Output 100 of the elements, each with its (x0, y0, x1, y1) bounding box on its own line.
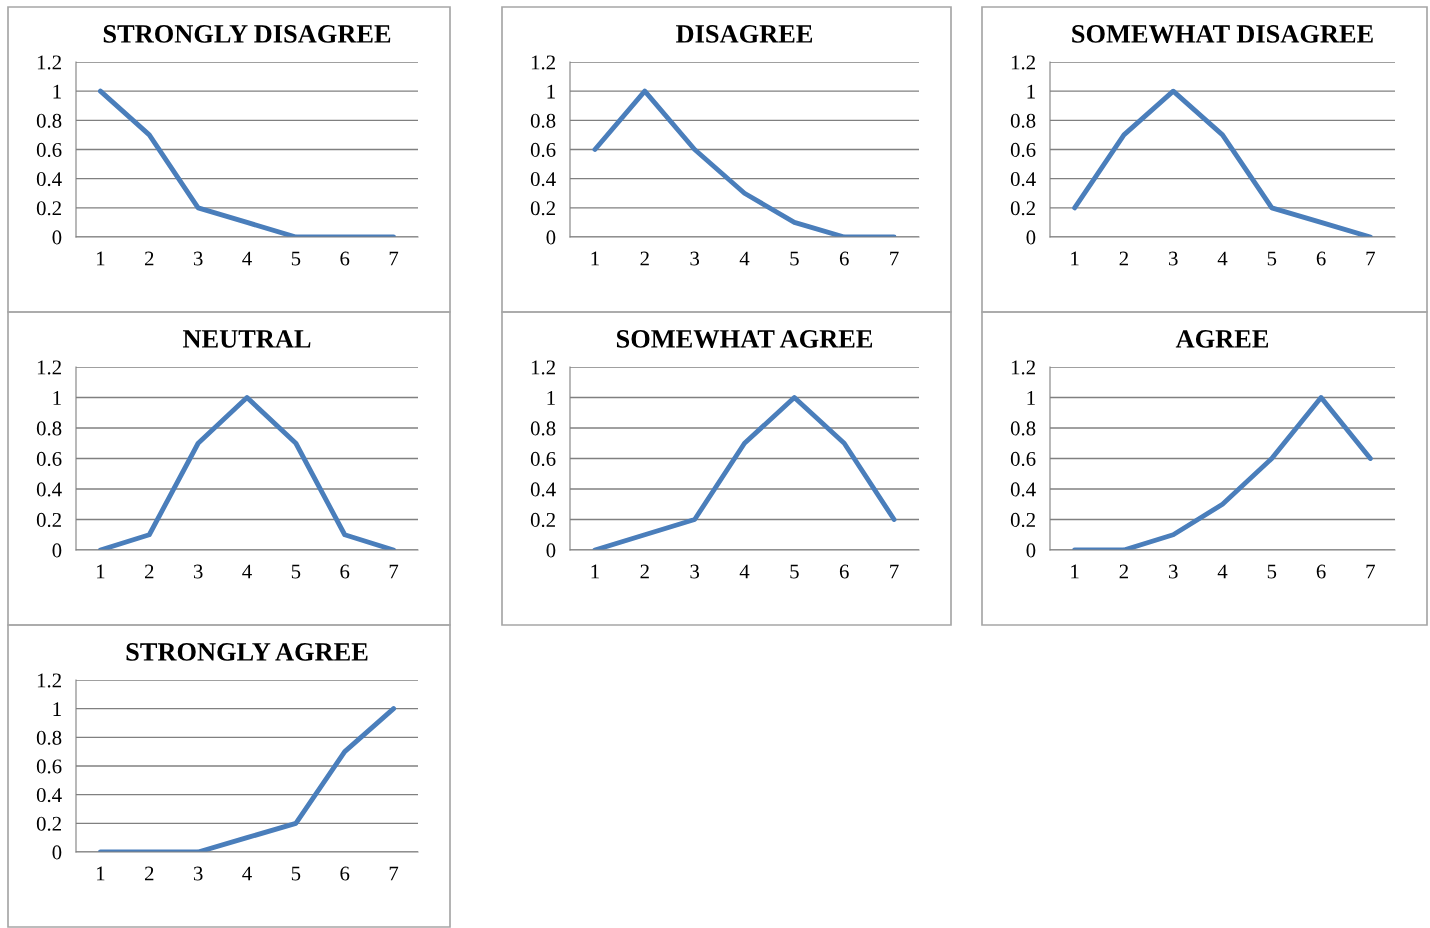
x-tick-label: 6 (839, 564, 849, 579)
x-tick-label: 2 (640, 564, 649, 579)
x-tick-label: 6 (1316, 251, 1326, 266)
x-tick-label: 5 (1267, 251, 1277, 266)
y-tick-label: 0.8 (530, 421, 556, 436)
x-tick-label: 1 (97, 564, 105, 579)
x-tick-label: 3 (690, 251, 700, 266)
x-tick-label: 1 (97, 251, 105, 266)
chart-title: STRONGLY DISAGREE (103, 25, 391, 43)
line-series (592, 395, 897, 550)
x-tick-label: 7 (389, 564, 399, 579)
y-tick-label: 1.2 (37, 673, 61, 688)
x-tick-label: 7 (1366, 564, 1375, 579)
x-tick-label: 3 (193, 866, 203, 881)
line-series (1072, 88, 1373, 237)
x-tick-label: 2 (144, 251, 154, 266)
x-tick-label: 4 (1217, 251, 1228, 266)
x-tick-label: 6 (340, 866, 350, 881)
y-tick-label: 1 (547, 84, 555, 99)
y-tick-label: 0.2 (36, 816, 61, 831)
chart-title: SOMEWHAT DISAGREE (1072, 25, 1373, 43)
x-tick-label: 6 (340, 251, 350, 266)
y-tick-label: 1.2 (1011, 55, 1035, 70)
x-tick-label: 5 (790, 564, 799, 579)
x-tick-label: 6 (1316, 564, 1326, 579)
y-tick-label: 0.6 (36, 759, 62, 774)
y-tick-label: 0.6 (1010, 451, 1036, 467)
y-tick-label: 0 (546, 543, 556, 558)
y-tick-label: 0.8 (36, 113, 62, 128)
y-tick-label: 0 (546, 230, 556, 245)
y-tick-label: 0.4 (1010, 172, 1036, 187)
y-tick-label: 0.2 (1010, 201, 1035, 216)
line-series (1072, 395, 1373, 550)
y-tick-label: 0 (52, 543, 62, 558)
x-tick-label: 5 (291, 564, 301, 579)
y-tick-label: 0.2 (1010, 512, 1035, 528)
x-tick-label: 7 (389, 251, 399, 266)
chart-title: AGREE (1175, 330, 1269, 348)
y-tick-label: 1.2 (1011, 360, 1035, 375)
x-tick-label: 4 (242, 564, 252, 579)
y-tick-label: 0.6 (36, 451, 62, 467)
x-tick-label: 2 (1119, 564, 1128, 579)
x-tick-label: 7 (389, 866, 399, 881)
y-tick-label: 0.4 (36, 482, 62, 497)
y-tick-label: 0.6 (530, 142, 556, 158)
chart-title: NEUTRAL (182, 330, 311, 348)
chart-title: SOMEWHAT AGREE (616, 330, 873, 348)
y-tick-label: 1.2 (531, 360, 555, 375)
x-tick-label: 4 (1217, 564, 1228, 579)
x-tick-label: 5 (291, 866, 301, 881)
x-tick-label: 5 (291, 251, 301, 266)
y-tick-label: 0.2 (530, 201, 555, 216)
y-tick-label: 0.4 (1010, 482, 1036, 497)
y-tick-label: 1 (53, 84, 61, 99)
y-tick-label: 0.2 (36, 512, 61, 528)
y-tick-label: 1 (53, 702, 61, 716)
y-tick-label: 0.6 (1010, 142, 1036, 158)
chart-title: STRONGLY AGREE (126, 643, 368, 661)
y-tick-label: 0.2 (530, 512, 555, 528)
x-tick-label: 1 (591, 251, 599, 266)
x-tick-label: 3 (1169, 251, 1178, 266)
x-tick-label: 7 (890, 564, 899, 579)
x-tick-label: 4 (242, 866, 252, 881)
y-tick-label: 0 (1026, 230, 1036, 245)
x-tick-label: 6 (340, 564, 350, 579)
y-tick-label: 0.6 (36, 142, 62, 158)
y-tick-label: 0.8 (530, 113, 556, 128)
y-tick-label: 0 (52, 845, 62, 860)
x-tick-label: 2 (1119, 251, 1128, 266)
chart-title: DISAGREE (676, 25, 813, 43)
y-tick-label: 0.8 (36, 421, 62, 436)
y-tick-label: 0.2 (36, 201, 61, 216)
x-tick-label: 2 (144, 866, 154, 881)
y-tick-label: 1 (547, 390, 555, 405)
y-tick-label: 0.4 (36, 172, 62, 187)
x-tick-label: 5 (1267, 564, 1277, 579)
x-tick-label: 7 (1366, 251, 1375, 266)
y-tick-label: 0.8 (1010, 421, 1036, 436)
y-tick-label: 0.8 (36, 730, 62, 745)
y-tick-label: 0.8 (1010, 113, 1036, 128)
y-tick-label: 0 (1026, 543, 1036, 558)
y-tick-label: 0 (52, 230, 62, 245)
y-tick-label: 1 (1027, 84, 1035, 99)
x-tick-label: 4 (739, 251, 750, 266)
y-tick-label: 0.6 (530, 451, 556, 467)
y-tick-label: 1 (53, 390, 61, 405)
x-tick-label: 1 (1071, 564, 1079, 579)
line-series (98, 88, 396, 237)
x-tick-label: 2 (640, 251, 649, 266)
y-tick-label: 1.2 (531, 55, 555, 70)
x-tick-label: 4 (242, 251, 252, 266)
y-tick-label: 1 (1027, 390, 1035, 405)
x-tick-label: 7 (890, 251, 899, 266)
y-tick-label: 1.2 (37, 360, 61, 375)
x-tick-label: 3 (690, 564, 700, 579)
line-series (98, 706, 396, 852)
x-tick-label: 4 (739, 564, 750, 579)
y-tick-label: 1.2 (37, 55, 61, 70)
y-tick-label: 0.4 (530, 482, 556, 497)
x-tick-label: 1 (97, 866, 105, 881)
